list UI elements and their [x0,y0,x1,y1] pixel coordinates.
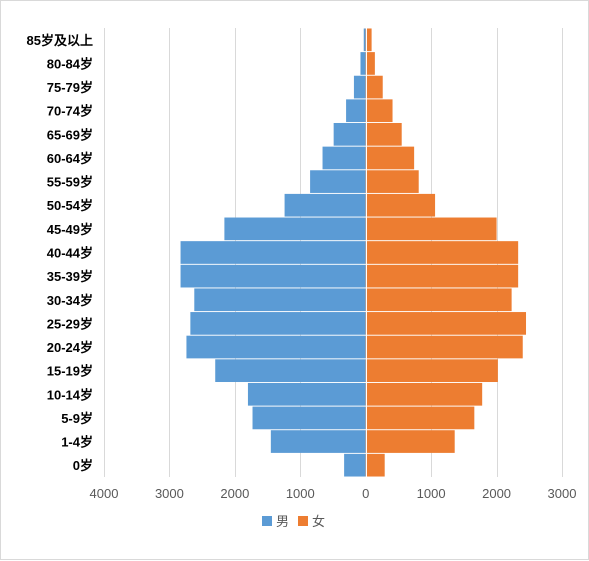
bar-female-3 [365,382,483,406]
category-label-18: 85岁及以上 [27,33,93,48]
x-tick-label-0: 4000 [90,486,119,501]
bar-female-10 [365,217,497,241]
bar-male-4 [215,359,366,383]
category-label-14: 65-69岁 [47,127,93,142]
bars [180,28,527,477]
bar-female-15 [365,99,393,123]
category-label-11: 50-54岁 [47,198,93,213]
category-label-5: 20-24岁 [47,340,93,355]
category-label-6: 25-29岁 [47,316,93,331]
bar-male-16 [353,75,366,99]
bar-male-1 [270,430,366,453]
x-tick-label-7: 3000 [548,486,577,501]
bar-female-16 [365,75,383,99]
category-label-2: 5-9岁 [61,411,93,426]
bar-male-13 [322,146,366,170]
category-label-16: 75-79岁 [47,80,93,95]
category-label-12: 55-59岁 [47,175,93,190]
category-label-8: 35-39岁 [47,269,93,284]
category-label-7: 30-34岁 [47,293,93,308]
bar-male-5 [186,335,366,359]
bar-male-6 [190,312,366,335]
legend-swatch-0 [262,516,272,526]
category-label-4: 15-19岁 [47,364,93,379]
legend-label-0: 男 [276,515,289,530]
bar-female-14 [365,122,402,146]
bar-female-11 [365,193,436,217]
x-tick-labels: 4000 3000 2000 1000 0 1000 2000 3000 [90,486,577,501]
bar-female-4 [365,359,498,383]
category-label-17: 80-84岁 [47,56,93,71]
category-label-15: 70-74岁 [47,104,93,119]
x-tick-label-1: 3000 [155,486,184,501]
category-label-10: 45-49岁 [47,222,93,237]
category-labels: 0岁 1-4岁 5-9岁 10-14岁 15-19岁 20-24岁 25-29岁 30-34岁… [27,33,93,473]
bar-male-3 [247,382,366,406]
bar-female-12 [365,170,419,193]
bar-female-9 [365,241,519,264]
category-label-3: 10-14岁 [47,387,93,402]
bar-female-5 [365,335,523,359]
bar-male-7 [194,288,366,312]
bar-male-17 [360,52,366,75]
category-label-13: 60-64岁 [47,151,93,166]
bar-male-14 [333,122,366,146]
bar-female-2 [365,406,475,430]
bar-female-13 [365,146,415,170]
bar-female-6 [365,312,527,335]
bar-male-11 [284,193,366,217]
bar-male-2 [252,406,366,430]
bar-female-8 [365,264,519,288]
category-label-0: 0岁 [73,458,93,473]
bar-male-10 [224,217,366,241]
bar-male-18 [363,28,366,52]
x-tick-label-2: 2000 [220,486,249,501]
category-label-1: 1-4岁 [61,435,93,450]
x-tick-label-6: 2000 [482,486,511,501]
bar-male-9 [180,241,366,264]
bar-female-7 [365,288,512,312]
bar-male-8 [180,264,366,288]
x-tick-label-4: 0 [362,486,369,501]
bar-female-0 [365,453,385,477]
x-tick-label-5: 1000 [417,486,446,501]
bar-female-1 [365,430,455,453]
legend-swatch-1 [298,516,308,526]
bar-female-18 [365,28,372,52]
x-tick-label-3: 1000 [286,486,315,501]
bar-female-17 [365,52,375,75]
legend[interactable]: 男女 [262,514,325,530]
bar-male-12 [310,170,366,193]
bar-male-0 [344,453,366,477]
legend-label-1: 女 [312,514,325,530]
category-label-9: 40-44岁 [47,246,93,261]
bar-male-15 [346,99,366,123]
